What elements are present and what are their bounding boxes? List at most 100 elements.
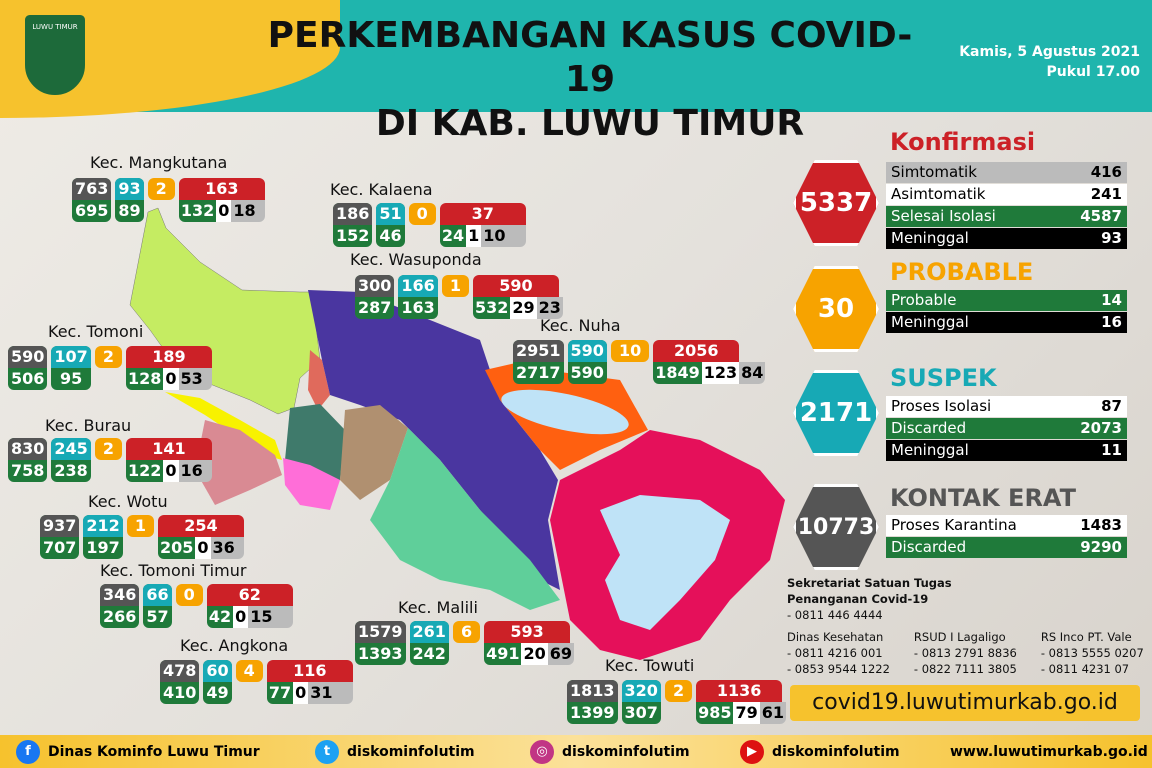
secondary-value: 590 xyxy=(567,340,607,362)
probable-box: 10 xyxy=(610,340,650,362)
deaths-value: 0 xyxy=(233,606,249,628)
summary-row: Proses Karantina 1483 xyxy=(886,515,1127,536)
confirmed-box: 116 77 0 31 xyxy=(266,660,353,704)
kontak-total-badge: 10773 xyxy=(793,484,879,570)
summary-row: Meninggal 11 xyxy=(886,440,1127,461)
row-label: Asimtomatik xyxy=(891,185,986,203)
district-label: Kec. Kalaena xyxy=(330,180,433,199)
logo-text: LUWU TIMUR xyxy=(32,23,78,31)
total-bottom-value: 266 xyxy=(103,607,137,626)
total-value: 346 xyxy=(100,584,140,606)
confirmed-box: 593 491 20 69 xyxy=(484,621,575,665)
total-value: 590 xyxy=(8,346,48,368)
row-label: Proses Isolasi xyxy=(891,397,992,415)
recovered-value: 532 xyxy=(472,297,511,319)
sekretariat-line-1: Sekretariat Satuan Tugas xyxy=(787,576,952,590)
secondary-value: 261 xyxy=(409,621,449,643)
probable-box: 2 xyxy=(94,438,122,460)
total-cases-box: 590 506 xyxy=(8,346,48,390)
youtube-link[interactable]: ▶ diskominfolutim xyxy=(740,739,900,764)
recovered-value: 205 xyxy=(157,537,196,559)
row-value: 4587 xyxy=(1080,207,1122,225)
district-label: Kec. Wasuponda xyxy=(350,250,482,269)
secondary-value: 60 xyxy=(203,660,232,682)
district-label: Kec. Wotu xyxy=(88,492,168,511)
secondary-value: 107 xyxy=(51,346,91,368)
secondary-cases-box: 51 46 xyxy=(376,203,405,247)
suspek-title: SUSPEK xyxy=(890,364,997,392)
total-value: 763 xyxy=(72,178,112,200)
district-stats: 590 506 107 95 2 189 128 0 53 xyxy=(8,346,212,390)
total-value: 830 xyxy=(8,438,48,460)
row-value: 16 xyxy=(1101,313,1122,331)
time-text: Pukul 17.00 xyxy=(1046,64,1140,80)
deaths-value: 20 xyxy=(521,643,548,665)
total-bottom-value: 707 xyxy=(43,538,77,557)
secondary-value: 166 xyxy=(398,275,438,297)
district-label: Kec. Nuha xyxy=(540,316,621,335)
youtube-icon: ▶ xyxy=(740,739,764,764)
deaths-value: 123 xyxy=(701,362,740,384)
row-label: Proses Karantina xyxy=(891,516,1017,534)
active-value: 18 xyxy=(231,200,265,222)
summary-row: Simtomatik 416 xyxy=(886,162,1127,183)
district-stats: 937 707 212 197 1 254 205 0 36 xyxy=(40,515,244,559)
konfirmasi-total-badge: 5337 xyxy=(793,160,879,246)
active-value: 31 xyxy=(308,682,353,704)
website-banner[interactable]: covid19.luwutimurkab.go.id xyxy=(790,685,1140,721)
row-value: 93 xyxy=(1101,229,1122,247)
total-cases-box: 186 152 xyxy=(333,203,373,247)
sekretariat-line-2: Penanganan Covid-19 xyxy=(787,592,929,606)
recovered-value: 985 xyxy=(696,702,734,724)
contact-name: RS Inco PT. Vale xyxy=(1040,630,1132,644)
summary-row: Meninggal 16 xyxy=(886,312,1127,333)
probable-box: 1 xyxy=(441,275,469,297)
row-value: 1483 xyxy=(1080,516,1122,534)
active-value: 16 xyxy=(178,460,212,482)
suspek-total: 2171 xyxy=(799,398,873,428)
facebook-link[interactable]: f Dinas Kominfo Luwu Timur xyxy=(16,739,260,764)
row-value: 416 xyxy=(1090,163,1122,181)
summary-row: Selesai Isolasi 4587 xyxy=(886,206,1127,227)
regency-logo: LUWU TIMUR xyxy=(22,12,88,98)
konfirmasi-title: Konfirmasi xyxy=(890,128,1036,156)
row-label: Discarded xyxy=(891,419,967,437)
total-cases-box: 2951 2717 xyxy=(513,340,564,384)
total-bottom-value: 410 xyxy=(163,683,197,702)
contact-phone: - 0811 4231 07 xyxy=(1040,662,1130,676)
probable-box: 4 xyxy=(235,660,263,682)
active-value: 10 xyxy=(481,225,526,247)
active-value: 69 xyxy=(547,643,575,665)
row-label: Simtomatik xyxy=(891,163,977,181)
confirmed-value: 163 xyxy=(178,178,265,200)
confirmed-value: 116 xyxy=(266,660,353,682)
district-label: Kec. Tomoni xyxy=(48,322,144,341)
district-label: Kec. Tomoni Timur xyxy=(100,561,247,580)
confirmed-box: 254 205 0 36 xyxy=(157,515,244,559)
secondary-bottom-value: 242 xyxy=(412,644,446,663)
probable-box: 0 xyxy=(175,584,203,606)
active-value: 36 xyxy=(210,537,244,559)
probable-box: 2 xyxy=(147,178,175,200)
total-cases-box: 830 758 xyxy=(8,438,48,482)
recovered-value: 122 xyxy=(125,460,164,482)
total-bottom-value: 2717 xyxy=(516,363,561,382)
twitter-link[interactable]: t diskominfolutim xyxy=(315,739,475,764)
secondary-cases-box: 320 307 xyxy=(621,680,661,724)
total-bottom-value: 287 xyxy=(358,298,392,317)
twitter-label: diskominfolutim xyxy=(347,743,475,760)
secondary-cases-box: 166 163 xyxy=(398,275,438,319)
district-stats: 186 152 51 46 0 37 24 1 10 xyxy=(333,203,526,247)
recovered-value: 491 xyxy=(484,643,522,665)
probable-title: PROBABLE xyxy=(890,258,1034,286)
contact-name: RSUD I Lagaligo xyxy=(913,630,1006,644)
website-link[interactable]: www.luwutimurkab.go.id xyxy=(950,744,1148,760)
row-label: Discarded xyxy=(891,538,967,556)
summary-row: Discarded 2073 xyxy=(886,418,1127,439)
deaths-value: 79 xyxy=(733,702,760,724)
total-value: 478 xyxy=(160,660,200,682)
instagram-link[interactable]: ◎ diskominfolutim xyxy=(530,739,690,764)
secondary-bottom-value: 590 xyxy=(570,363,604,382)
total-cases-box: 1813 1399 xyxy=(567,680,618,724)
secondary-cases-box: 93 89 xyxy=(115,178,144,222)
